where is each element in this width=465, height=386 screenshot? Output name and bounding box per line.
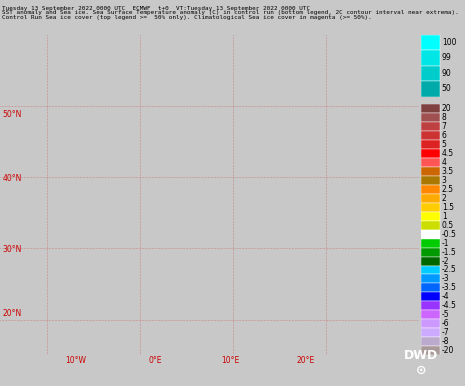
Text: 40°N: 40°N [2, 174, 22, 183]
Bar [421, 203, 440, 212]
Text: 5: 5 [442, 140, 446, 149]
Text: 0.5: 0.5 [442, 221, 454, 230]
Bar [421, 257, 440, 266]
Text: 3.5: 3.5 [442, 167, 454, 176]
Bar [421, 158, 440, 167]
Text: 1: 1 [442, 212, 446, 221]
Text: 0°E: 0°E [148, 356, 162, 365]
Bar [421, 50, 440, 66]
Text: -5: -5 [442, 310, 449, 319]
Text: 90: 90 [442, 69, 452, 78]
Bar [421, 176, 440, 185]
Bar [421, 140, 440, 149]
Bar [421, 293, 440, 301]
Text: SST anomaly and Sea ice. Sea Surface Temperature anomaly (C) in control run (bot: SST anomaly and Sea ice. Sea Surface Tem… [2, 10, 459, 15]
Bar [421, 346, 440, 355]
Text: -4.5: -4.5 [442, 301, 457, 310]
Text: 50: 50 [442, 84, 452, 93]
Bar [421, 81, 440, 96]
Bar [421, 283, 440, 293]
Text: -1: -1 [442, 239, 449, 247]
Text: 20: 20 [442, 104, 452, 113]
Bar [421, 319, 440, 328]
Text: -2: -2 [442, 257, 449, 266]
Bar [421, 221, 440, 230]
Text: -3: -3 [442, 274, 449, 283]
Bar [421, 247, 440, 257]
Text: Control Run Sea ice cover (top legend >=  50% only). Climatological Sea ice cove: Control Run Sea ice cover (top legend >=… [2, 15, 372, 20]
Text: Tuesday 13 September 2022 0000 UTC  ECMWF  t+0  VT:Tuesday 13 September 2022 000: Tuesday 13 September 2022 0000 UTC ECMWF… [2, 6, 311, 11]
Text: -7: -7 [442, 328, 449, 337]
Text: 20°E: 20°E [296, 356, 315, 365]
Bar [421, 66, 440, 81]
Bar [421, 113, 440, 122]
Bar [421, 167, 440, 176]
Bar [421, 266, 440, 274]
Bar [421, 212, 440, 221]
Text: -0.5: -0.5 [442, 230, 457, 239]
Text: -2.5: -2.5 [442, 266, 457, 274]
Text: -20: -20 [442, 346, 454, 355]
Text: -6: -6 [442, 319, 449, 328]
Bar [421, 274, 440, 283]
Text: 6: 6 [442, 131, 446, 140]
Text: 50°N: 50°N [2, 110, 22, 119]
Bar [421, 35, 440, 50]
Text: 2.5: 2.5 [442, 185, 454, 194]
Bar [421, 239, 440, 247]
Text: 30°N: 30°N [2, 245, 22, 254]
Bar [421, 310, 440, 319]
Bar [421, 131, 440, 140]
Text: 2: 2 [442, 194, 446, 203]
Text: 7: 7 [442, 122, 446, 131]
Bar [421, 328, 440, 337]
Text: 4: 4 [442, 158, 446, 167]
Bar [421, 230, 440, 239]
Bar [421, 185, 440, 194]
Text: 4.5: 4.5 [442, 149, 454, 158]
Text: 99: 99 [442, 53, 452, 63]
Text: 20°N: 20°N [2, 309, 21, 318]
Text: DWD
⊙: DWD ⊙ [404, 349, 438, 377]
Bar [421, 194, 440, 203]
Bar [421, 149, 440, 158]
Bar [421, 301, 440, 310]
Text: 1.5: 1.5 [442, 203, 454, 212]
Bar [421, 122, 440, 131]
Bar [421, 337, 440, 346]
Text: -1.5: -1.5 [442, 247, 457, 257]
Text: 10°E: 10°E [221, 356, 239, 365]
Text: 10°W: 10°W [65, 356, 86, 365]
Text: -3.5: -3.5 [442, 283, 457, 293]
Text: -8: -8 [442, 337, 449, 346]
Bar [421, 104, 440, 113]
Text: 100: 100 [442, 38, 456, 47]
Text: 8: 8 [442, 113, 446, 122]
Text: -4: -4 [442, 292, 449, 301]
Text: 3: 3 [442, 176, 446, 185]
